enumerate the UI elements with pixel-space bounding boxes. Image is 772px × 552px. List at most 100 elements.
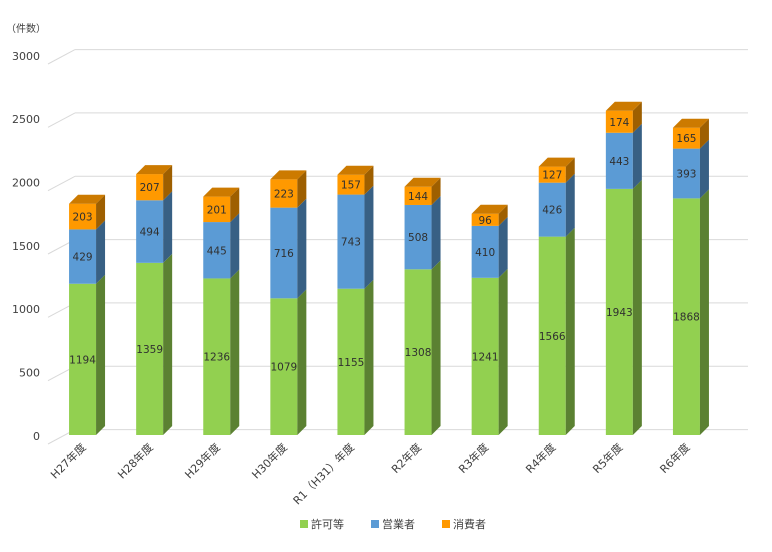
bar-top <box>337 165 374 175</box>
y-tick-label: 500 <box>19 367 40 380</box>
data-label: 201 <box>207 204 227 216</box>
x-tick-label: R1（H31）年度 <box>290 440 357 507</box>
bar-side <box>297 289 307 435</box>
bar-side <box>498 204 508 226</box>
data-label: 1155 <box>338 357 365 369</box>
x-axis: H27年度 H28年度 H29年度 H30年度 R1（H31）年度 R2年度 R3年度 R4年… <box>47 440 692 507</box>
bar-front <box>605 188 633 435</box>
bar-side <box>96 194 106 230</box>
bar-front <box>270 179 298 208</box>
bar-top <box>471 204 508 214</box>
data-label: 1194 <box>69 354 96 366</box>
bar-front <box>69 229 97 284</box>
y-tick-label: 1500 <box>12 240 40 253</box>
bar-side <box>364 165 374 195</box>
bar-front <box>538 182 566 237</box>
bar-segment-営業者 <box>337 185 374 289</box>
bar-segment-営業者 <box>538 173 575 237</box>
bar-side <box>163 165 173 201</box>
bar-front <box>69 203 97 230</box>
bar-side <box>498 268 508 435</box>
gridline-diagonal <box>47 112 76 128</box>
bar-segment-営業者 <box>270 198 307 299</box>
bar-segment-消費者 <box>605 101 642 133</box>
legend-label: 営業者 <box>382 517 415 531</box>
bar-segment-営業者 <box>136 191 173 263</box>
bar-side <box>699 139 709 199</box>
data-label: 1236 <box>203 352 230 364</box>
bar-segment-消費者 <box>404 177 441 205</box>
x-tick-label: R2年度 <box>388 440 424 476</box>
data-label: 1868 <box>673 312 700 324</box>
bar-front <box>672 127 700 149</box>
data-label: 1308 <box>405 347 432 359</box>
bar-segment-許可等 <box>337 279 374 435</box>
bar-segment-消費者 <box>69 194 106 230</box>
data-label: 96 <box>478 215 492 227</box>
bar-segment-消費者 <box>337 165 374 195</box>
x-tick-label: R3年度 <box>455 440 491 476</box>
bar-front <box>337 288 365 435</box>
legend-swatch <box>300 520 308 528</box>
bar-front <box>203 278 231 435</box>
y-tick-label: 3000 <box>12 50 40 63</box>
data-label: 445 <box>207 245 227 257</box>
x-tick-label: R4年度 <box>523 440 559 476</box>
data-label: 157 <box>341 180 361 192</box>
bar-side <box>632 123 642 189</box>
bar-side <box>498 216 508 278</box>
bar-front <box>270 298 298 435</box>
bar-segment-許可等 <box>672 189 709 435</box>
y-tick-label: 2500 <box>12 113 40 126</box>
bar-top <box>136 165 173 175</box>
y-unit-label: （件数） <box>6 22 46 35</box>
bar-side <box>699 118 709 149</box>
bar-side <box>431 260 441 435</box>
bar-segment-営業者 <box>69 220 106 284</box>
data-label: 203 <box>73 212 93 224</box>
bar-front <box>404 204 432 270</box>
bar-side <box>565 227 575 435</box>
bar-side <box>230 187 240 223</box>
bar-side <box>431 195 441 270</box>
bar-side <box>230 213 240 279</box>
legend-swatch <box>442 520 450 528</box>
bars <box>69 101 709 435</box>
bar-front <box>538 236 566 435</box>
bar-side <box>297 198 307 299</box>
bar-side <box>699 189 709 435</box>
bar-segment-消費者 <box>270 170 307 208</box>
x-tick-label: H29年度 <box>182 440 223 481</box>
bar-segment-許可等 <box>538 227 575 435</box>
bar-front <box>136 174 164 201</box>
bar-segment-許可等 <box>404 260 441 435</box>
bar-side <box>230 269 240 435</box>
y-tick-label: 1000 <box>12 303 40 316</box>
data-label: 1566 <box>539 331 566 343</box>
bar-side <box>364 185 374 289</box>
bar-front <box>605 110 633 133</box>
bar-front <box>672 198 700 435</box>
bar-side <box>163 253 173 435</box>
bar-top <box>270 170 307 180</box>
y-tick-label: 0 <box>33 430 40 443</box>
bar-front <box>471 277 499 435</box>
bar-side <box>565 157 575 183</box>
legend-label: 許可等 <box>311 517 344 531</box>
bar-front <box>203 222 231 279</box>
bar-side <box>632 179 642 435</box>
data-label: 1943 <box>606 307 633 319</box>
bar-segment-許可等 <box>605 179 642 435</box>
x-tick-label: R5年度 <box>590 440 626 476</box>
bar-side <box>297 170 307 208</box>
data-label: 716 <box>274 248 294 260</box>
data-label: 174 <box>609 117 629 129</box>
x-tick-label: R6年度 <box>657 440 693 476</box>
data-label: 144 <box>408 191 428 203</box>
bar-side <box>163 191 173 263</box>
bar-segment-許可等 <box>471 268 508 435</box>
bar-top <box>538 157 575 167</box>
bar-front <box>471 213 499 226</box>
data-label: 508 <box>408 232 428 244</box>
